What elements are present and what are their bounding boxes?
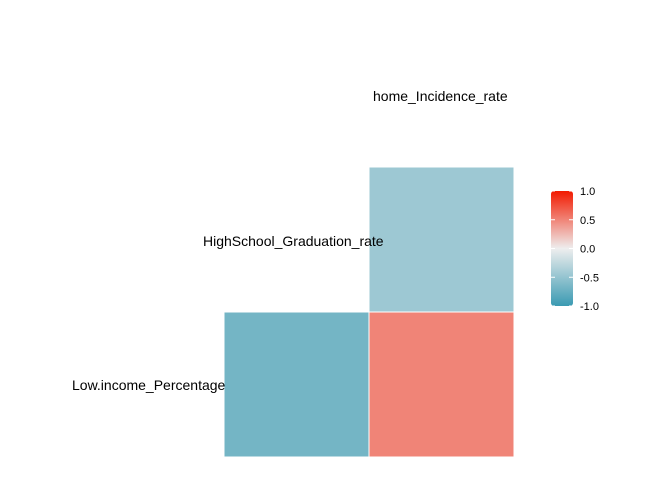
legend-tick-label-4: -1.0 <box>580 301 599 313</box>
color-legend: 1.0 0.5 0.0 -0.5 -1.0 <box>551 186 599 313</box>
legend-tick-label-1: 0.5 <box>580 215 595 227</box>
label-home-incidence-rate: home_Incidence_rate <box>373 88 508 104</box>
heatmap-cell-2 <box>368 311 515 458</box>
heatmap-cells <box>223 166 515 458</box>
label-low-income-percentage: Low.income_Percentage <box>72 377 226 393</box>
heatmap-cell-0 <box>368 166 515 313</box>
legend-tick-label-2: 0.0 <box>580 244 595 256</box>
label-highschool-graduation-rate: HighSchool_Graduation_rate <box>203 233 384 249</box>
legend-colorbar <box>551 191 573 306</box>
legend-tick-label-0: 1.0 <box>580 186 595 198</box>
heatmap-cell-1 <box>223 311 370 458</box>
legend-tick-label-3: -0.5 <box>580 272 599 284</box>
